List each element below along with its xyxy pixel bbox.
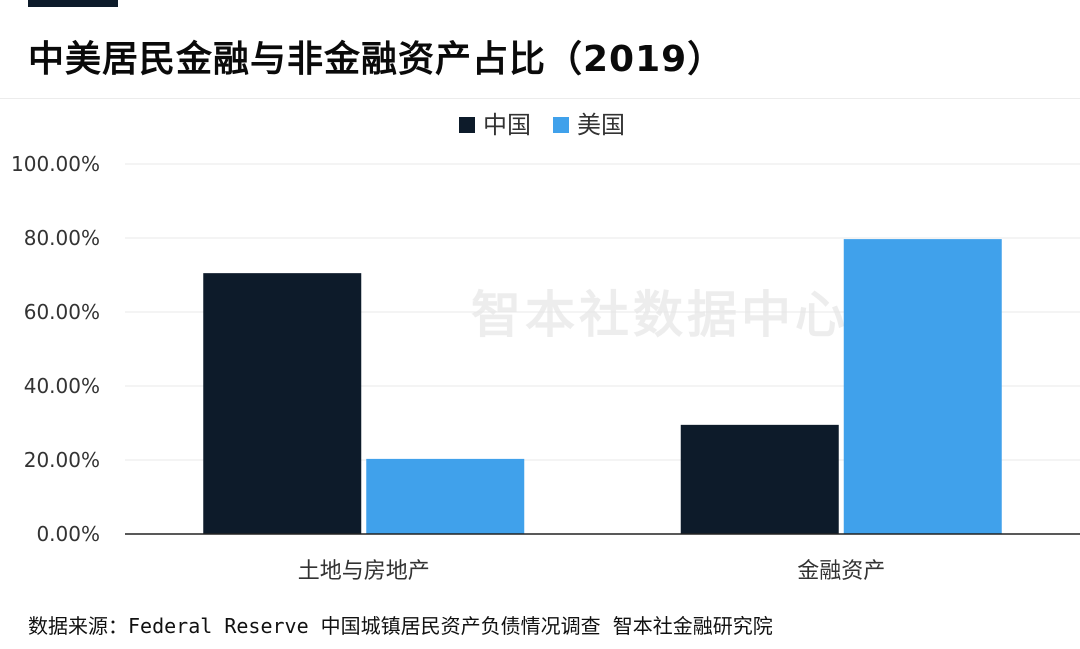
title-divider <box>0 98 1080 99</box>
y-axis-labels: 0.00% 20.00% 40.00% 60.00% 80.00% 100.00% <box>11 152 100 546</box>
y-tick-label: 100.00% <box>11 152 100 176</box>
x-axis-labels: 土地与房地产 金融资产 <box>298 559 886 584</box>
legend-swatch <box>459 117 475 133</box>
chart-title: 中美居民金融与非金融资产占比（2019） <box>28 39 725 80</box>
source-note: 数据来源：Federal Reserve 中国城镇居民资产负债情况调查 智本社金… <box>28 614 773 638</box>
legend-label: 美国 <box>577 111 625 139</box>
bars <box>203 239 1002 535</box>
y-tick-label: 40.00% <box>24 374 100 398</box>
bar <box>843 239 1002 535</box>
legend-label: 中国 <box>483 111 531 139</box>
y-tick-label: 80.00% <box>24 226 100 250</box>
top-accent-bar <box>28 0 118 7</box>
legend-swatch <box>553 117 569 133</box>
bar <box>366 458 525 534</box>
y-tick-label: 0.00% <box>36 522 100 546</box>
bar <box>203 273 362 534</box>
x-tick-label: 土地与房地产 <box>298 559 430 584</box>
y-tick-label: 60.00% <box>24 300 100 324</box>
legend: 中国 美国 <box>459 111 625 139</box>
watermark: 智本社数据中心 <box>471 286 849 344</box>
y-tick-label: 20.00% <box>24 448 100 472</box>
bar <box>680 424 839 534</box>
x-tick-label: 金融资产 <box>797 559 885 584</box>
